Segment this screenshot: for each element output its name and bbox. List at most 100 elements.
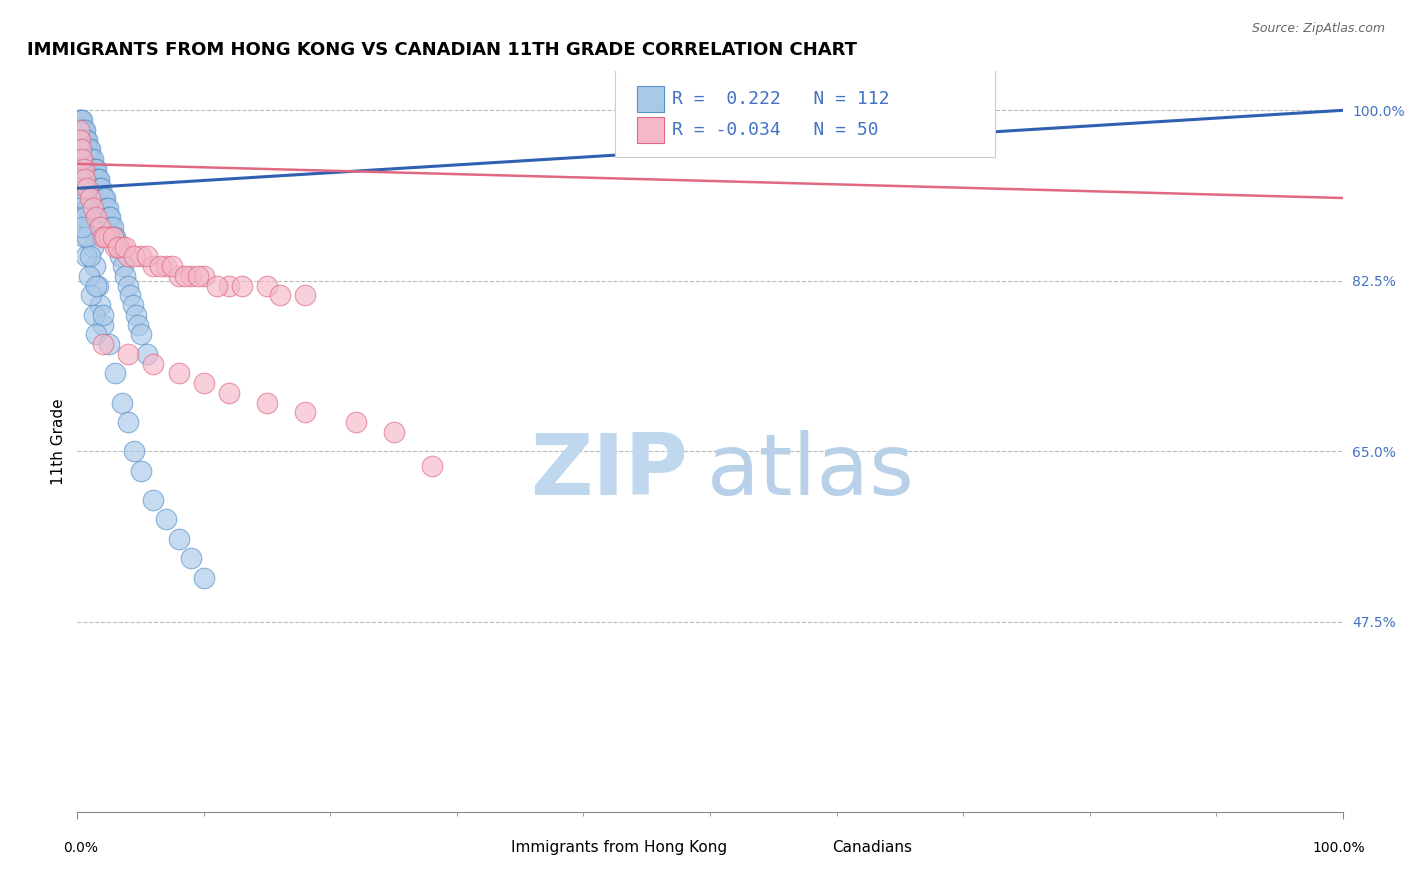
- Point: [155, 259, 177, 273]
- Point: [167, 268, 190, 283]
- Point: [91, 230, 114, 244]
- Point: [86, 161, 108, 176]
- Point: [76, 230, 98, 244]
- Point: [86, 327, 108, 342]
- Point: [75, 191, 97, 205]
- Point: [94, 230, 117, 244]
- Point: [218, 385, 240, 400]
- Point: [101, 220, 124, 235]
- Point: [231, 278, 253, 293]
- Point: [79, 220, 101, 235]
- Point: [77, 152, 100, 166]
- Point: [120, 288, 142, 302]
- Point: [142, 357, 165, 371]
- Point: [80, 161, 103, 176]
- Point: [186, 268, 209, 283]
- Point: [86, 278, 108, 293]
- Point: [91, 191, 114, 205]
- Point: [73, 152, 96, 166]
- Point: [104, 230, 127, 244]
- Point: [86, 278, 108, 293]
- Point: [72, 220, 94, 235]
- Point: [98, 230, 120, 244]
- Point: [76, 201, 98, 215]
- Point: [124, 249, 146, 264]
- Point: [86, 171, 108, 186]
- Point: [73, 161, 96, 176]
- Point: [94, 191, 117, 205]
- Point: [73, 211, 96, 225]
- Point: [110, 249, 132, 264]
- Point: [79, 161, 101, 176]
- Point: [73, 123, 96, 137]
- Point: [86, 211, 108, 225]
- Text: IMMIGRANTS FROM HONG KONG VS CANADIAN 11TH GRADE CORRELATION CHART: IMMIGRANTS FROM HONG KONG VS CANADIAN 11…: [27, 41, 856, 59]
- Point: [84, 171, 107, 186]
- Point: [77, 211, 100, 225]
- Point: [84, 259, 107, 273]
- Y-axis label: 11th Grade: 11th Grade: [51, 398, 66, 485]
- Point: [117, 347, 139, 361]
- Point: [124, 444, 146, 458]
- Point: [136, 347, 159, 361]
- Text: ZIP: ZIP: [530, 430, 688, 513]
- Point: [174, 268, 197, 283]
- Point: [155, 512, 177, 526]
- Point: [73, 142, 96, 156]
- Point: [180, 268, 202, 283]
- Point: [70, 152, 93, 166]
- Point: [79, 191, 101, 205]
- Point: [73, 171, 96, 186]
- Point: [97, 201, 120, 215]
- Point: [67, 123, 90, 137]
- Point: [79, 152, 101, 166]
- Point: [167, 532, 190, 546]
- Point: [91, 318, 114, 332]
- Point: [76, 181, 98, 195]
- Point: [69, 181, 91, 195]
- Point: [76, 152, 98, 166]
- Point: [72, 132, 94, 146]
- Point: [93, 191, 115, 205]
- Point: [111, 395, 132, 409]
- Point: [117, 415, 139, 429]
- Point: [84, 161, 107, 176]
- Point: [420, 458, 443, 473]
- Point: [89, 220, 111, 235]
- Point: [70, 113, 93, 128]
- Point: [167, 367, 190, 381]
- Point: [193, 376, 215, 390]
- Point: [256, 278, 278, 293]
- Point: [129, 249, 152, 264]
- Bar: [637, 87, 665, 112]
- Point: [70, 211, 93, 225]
- Point: [82, 201, 104, 215]
- Point: [82, 152, 104, 166]
- Point: [67, 123, 90, 137]
- Bar: [637, 117, 665, 144]
- Point: [205, 278, 228, 293]
- Point: [73, 132, 96, 146]
- Point: [127, 318, 149, 332]
- Point: [344, 415, 367, 429]
- Point: [142, 259, 165, 273]
- Point: [104, 367, 127, 381]
- Point: [87, 171, 110, 186]
- Point: [67, 113, 90, 128]
- Point: [136, 249, 159, 264]
- Point: [122, 298, 145, 312]
- Point: [114, 240, 136, 254]
- Point: [117, 278, 139, 293]
- Point: [699, 132, 721, 146]
- Point: [75, 142, 97, 156]
- Point: [294, 288, 316, 302]
- Point: [67, 132, 90, 146]
- Point: [70, 123, 93, 137]
- Point: [73, 171, 96, 186]
- Point: [90, 181, 112, 195]
- Text: Immigrants from Hong Kong: Immigrants from Hong Kong: [510, 840, 727, 855]
- Point: [69, 142, 91, 156]
- Point: [72, 113, 94, 128]
- Point: [104, 240, 127, 254]
- Point: [80, 288, 103, 302]
